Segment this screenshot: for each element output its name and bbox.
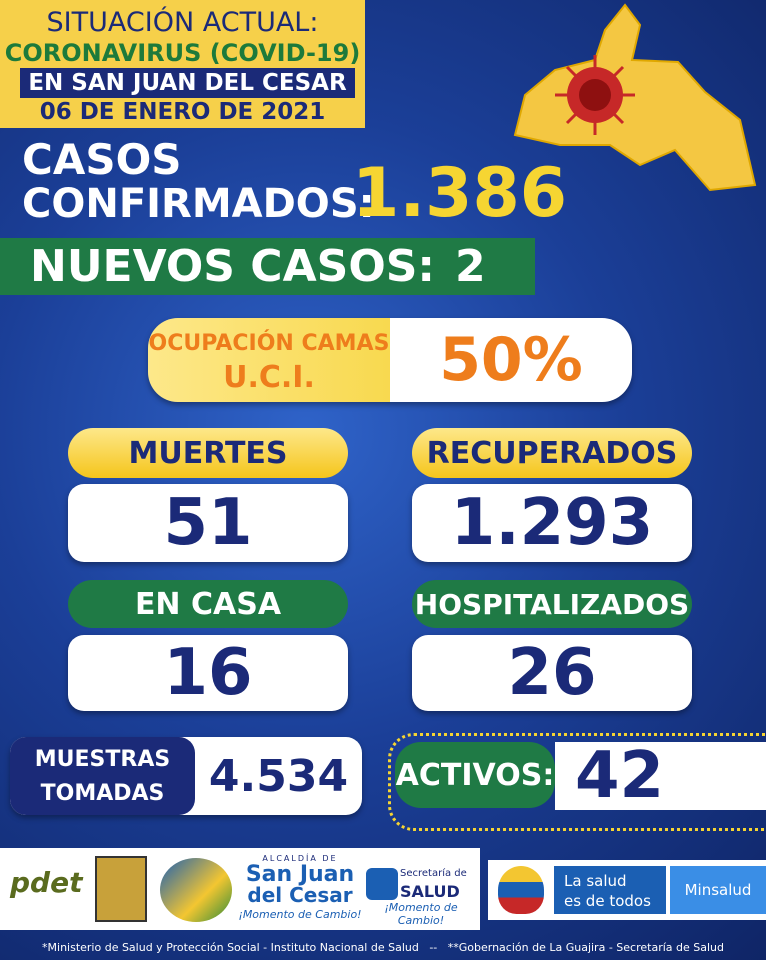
logo-text: Minsalud [670,866,766,914]
logo-text: ALCALDÍA DE [262,853,338,863]
shield-icon [95,856,147,922]
icu-label: U.C.I. [223,359,315,395]
icu-label: OCUPACIÓN CAMAS [148,330,390,356]
active-frame [388,733,766,831]
samples-label-box [10,737,195,815]
footer: *Ministerio de Salud y Protección Social… [42,940,724,954]
header-line: SITUACIÓN ACTUAL: [46,6,319,38]
minsalud-band [554,866,666,914]
emblem-icon [160,858,232,922]
new-cases-bar [0,238,535,295]
samples-label: MUESTRAS [34,746,171,772]
map-icon [513,3,757,192]
header-line: CORONAVIRUS (COVID-19) [4,39,361,67]
header-line: EN SAN JUAN DEL CESAR [20,68,355,98]
header-date: 06 DE ENERO DE 2021 [39,99,326,125]
stat-value: 16 [68,635,348,711]
stat-label: EN CASA [68,580,348,628]
confirmed-value: 1.386 [352,154,568,233]
logo-text: La salud [564,872,627,890]
active-box [555,742,766,810]
stat-label: RECUPERADOS [412,428,692,478]
logo-text: ¡Momento de Cambio! [384,901,458,927]
logos-box [0,848,480,930]
new-cases-label: NUEVOS CASOS: [30,241,436,292]
samples-label: TOMADAS [40,780,165,806]
stat-label: MUERTES [68,428,348,478]
logo-text: ¡Momento de Cambio! [238,907,362,921]
header-box [0,0,365,128]
icu-value: 50% [439,325,583,395]
salud-icon [366,868,398,900]
new-cases-value: 2 [455,241,486,292]
logo-text: es de todos [564,892,651,910]
active-label: ACTIVOS: [395,742,555,808]
stat-value: 1.293 [412,484,692,562]
logo-text: pdet [10,866,83,899]
stat-label: HOSPITALIZADOS [412,580,692,628]
stat-value: 51 [68,484,348,562]
stat-value: 26 [412,635,692,711]
logo-text: San Juan [245,861,355,887]
active-value: 42 [575,739,665,813]
logo-text: del Cesar [247,883,353,907]
logo-text: Secretaría de [400,868,467,879]
coat-of-arms [498,866,544,914]
confirmed-label: CASOS [22,135,182,184]
icu-box [148,318,632,402]
logo-text: SALUD [400,882,460,901]
samples-value: 4.534 [208,750,349,802]
confirmed-label: CONFIRMADOS: [22,181,375,227]
